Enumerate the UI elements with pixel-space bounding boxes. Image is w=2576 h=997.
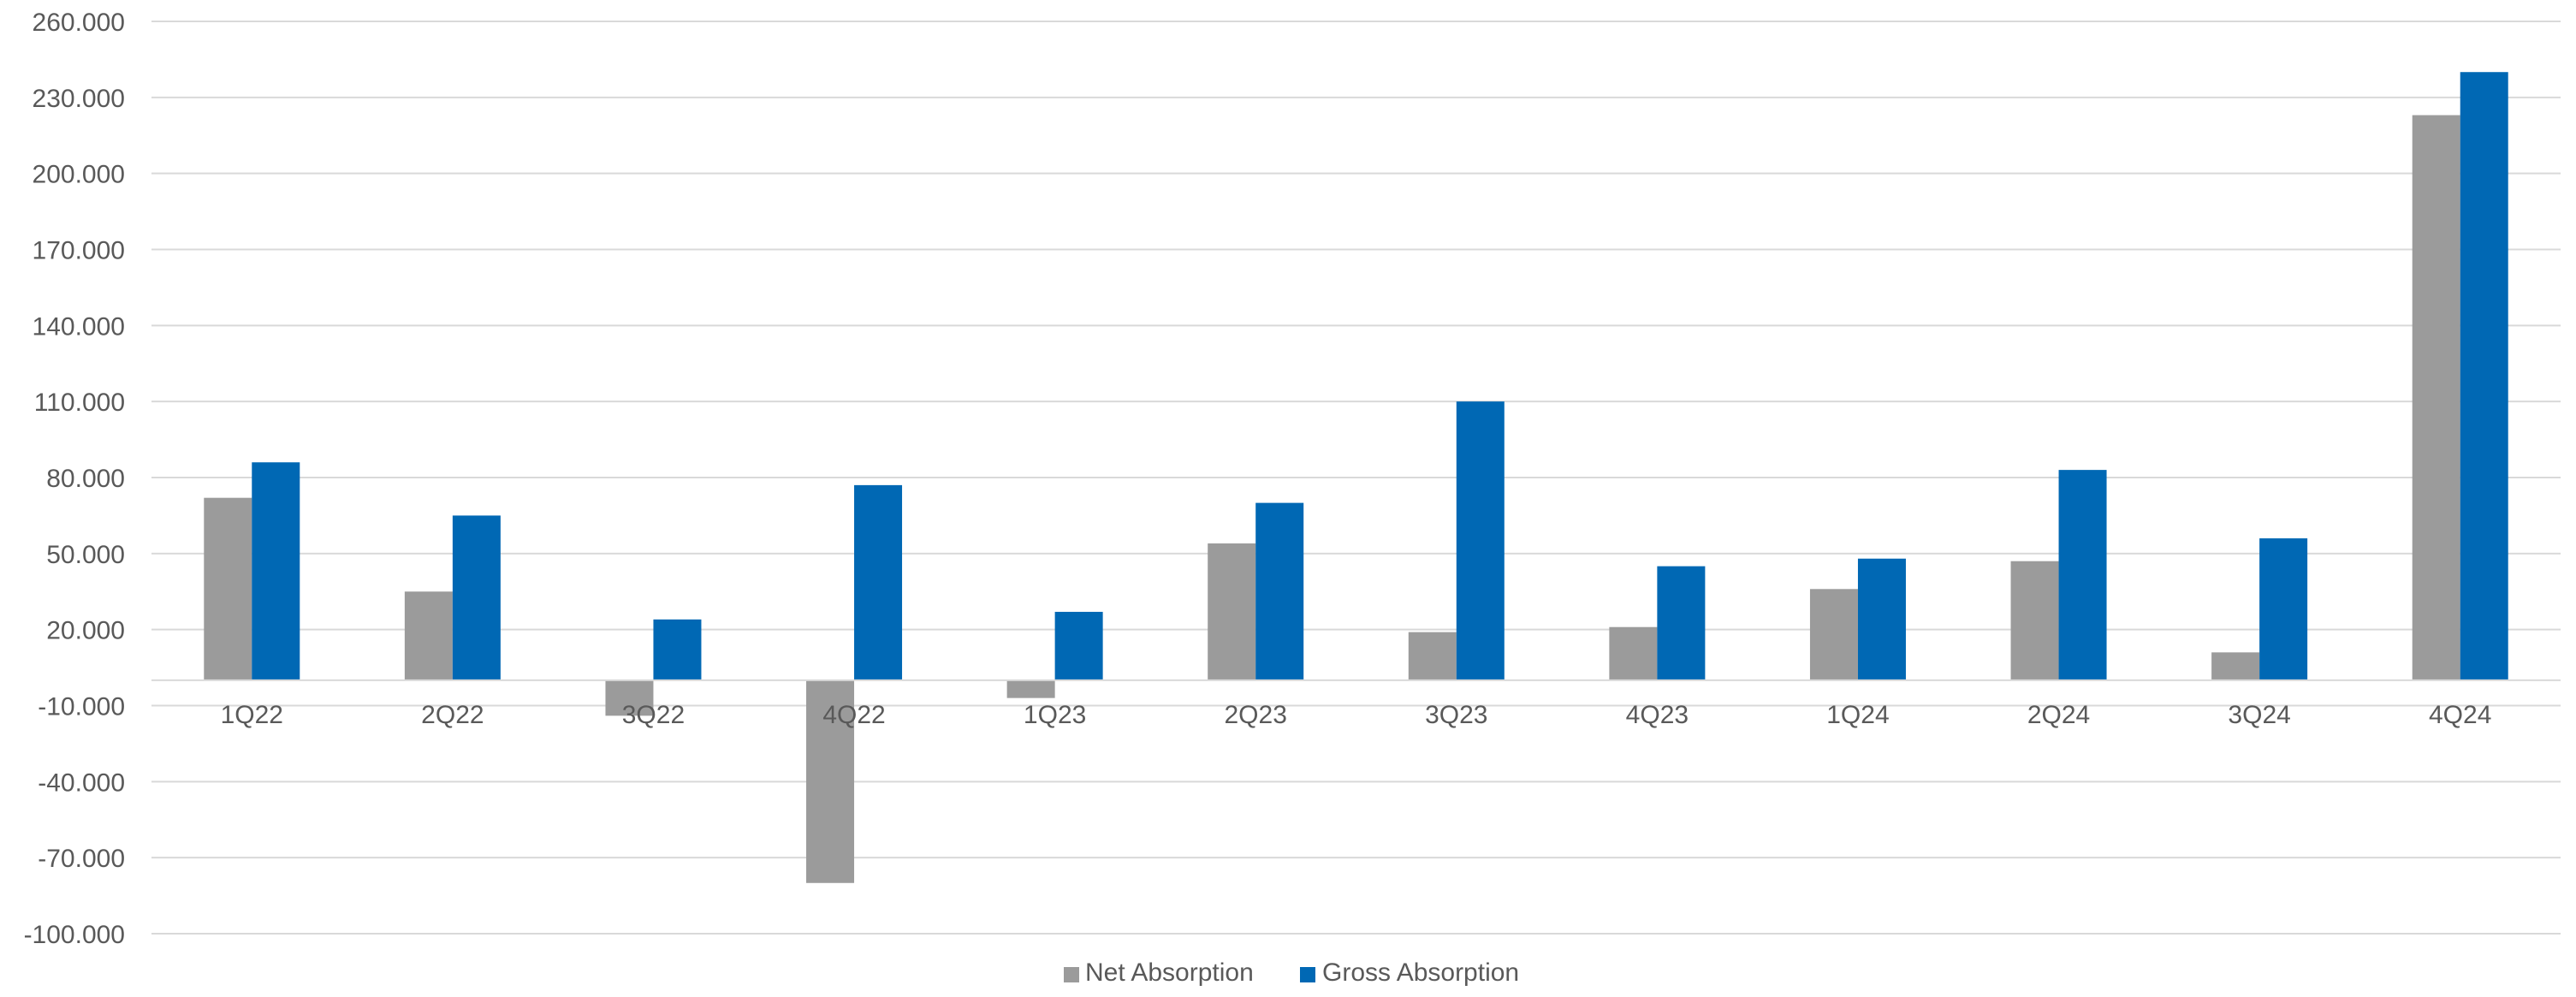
- y-tick-label: -100.000: [24, 921, 125, 949]
- x-tick-label: 2Q24: [2027, 701, 2090, 729]
- x-tick-label: 3Q22: [622, 701, 685, 729]
- net-absorption-bar-1q24: [1809, 589, 1858, 680]
- legend-gross-absorption-swatch: [1300, 967, 1315, 982]
- net-absorption-bar-3q23: [1408, 632, 1457, 680]
- net-absorption-bar-2q22: [404, 591, 453, 680]
- legend-net-absorption-swatch: [1064, 967, 1079, 982]
- x-tick-label: 2Q23: [1225, 701, 1287, 729]
- gross-absorption-bar-2q24: [2058, 470, 2107, 680]
- bars: [204, 72, 2508, 883]
- y-tick-label: 110.000: [34, 389, 125, 417]
- gross-absorption-bar-2q22: [452, 515, 501, 680]
- y-tick-label: 170.000: [33, 237, 125, 265]
- x-tick-label: 2Q22: [421, 701, 484, 729]
- legend-gross-absorption-label: Gross Absorption: [1322, 958, 1519, 987]
- gross-absorption-bar-3q22: [653, 619, 702, 680]
- gross-absorption-bar-3q23: [1456, 401, 1505, 680]
- gross-absorption-bar-3q24: [2259, 538, 2308, 680]
- gross-absorption-bar-1q24: [1857, 558, 1906, 680]
- x-tick-label: 4Q23: [1626, 701, 1689, 729]
- net-absorption-bar-4q22: [806, 680, 855, 883]
- x-tick-label: 4Q22: [822, 701, 885, 729]
- net-absorption-bar-2q23: [1208, 543, 1256, 680]
- axes: 260.000 230.000 200.000 170.000 140.000 110.0…: [24, 9, 2561, 949]
- y-tick-label: 80.000: [46, 465, 125, 493]
- y-tick-label: 200.000: [33, 161, 125, 189]
- y-tick-label: -40.000: [38, 769, 125, 797]
- net-absorption-bar-3q22: [605, 680, 654, 716]
- x-tick-label: 1Q24: [1826, 701, 1889, 729]
- net-absorption-bar-1q22: [204, 497, 252, 680]
- x-tick-label: 1Q22: [221, 701, 283, 729]
- net-absorption-bar-2q24: [2010, 561, 2059, 680]
- legend-net-absorption-label: Net Absorption: [1085, 958, 1254, 987]
- x-tick-label: 1Q23: [1024, 701, 1086, 729]
- net-absorption-bar-4q24: [2412, 115, 2460, 680]
- gross-absorption-bar-4q22: [854, 484, 903, 680]
- y-tick-label: 260.000: [33, 9, 125, 37]
- y-tick-label: -10.000: [38, 693, 125, 721]
- gross-absorption-bar-1q22: [252, 462, 300, 680]
- x-tick-label: 4Q24: [2429, 701, 2491, 729]
- x-tick-label: 3Q24: [2228, 701, 2290, 729]
- legend: Net Absorption Gross Absorption: [1064, 958, 1519, 987]
- y-tick-label: 50.000: [46, 541, 125, 569]
- gross-absorption-bar-4q23: [1657, 566, 1706, 680]
- net-absorption-bar-3q24: [2211, 652, 2260, 680]
- x-tick-label: 3Q23: [1425, 701, 1487, 729]
- y-tick-label: 140.000: [33, 312, 125, 341]
- net-absorption-bar-1q23: [1006, 680, 1055, 698]
- y-tick-label: 20.000: [46, 617, 125, 645]
- y-tick-label: 230.000: [33, 85, 125, 113]
- gridlines: [151, 21, 2561, 935]
- gross-absorption-bar-1q23: [1054, 611, 1103, 680]
- net-absorption-bar-4q23: [1609, 626, 1658, 680]
- gross-absorption-bar-4q24: [2460, 72, 2508, 680]
- gross-absorption-bar-2q23: [1255, 502, 1304, 680]
- y-tick-label: -70.000: [38, 845, 125, 873]
